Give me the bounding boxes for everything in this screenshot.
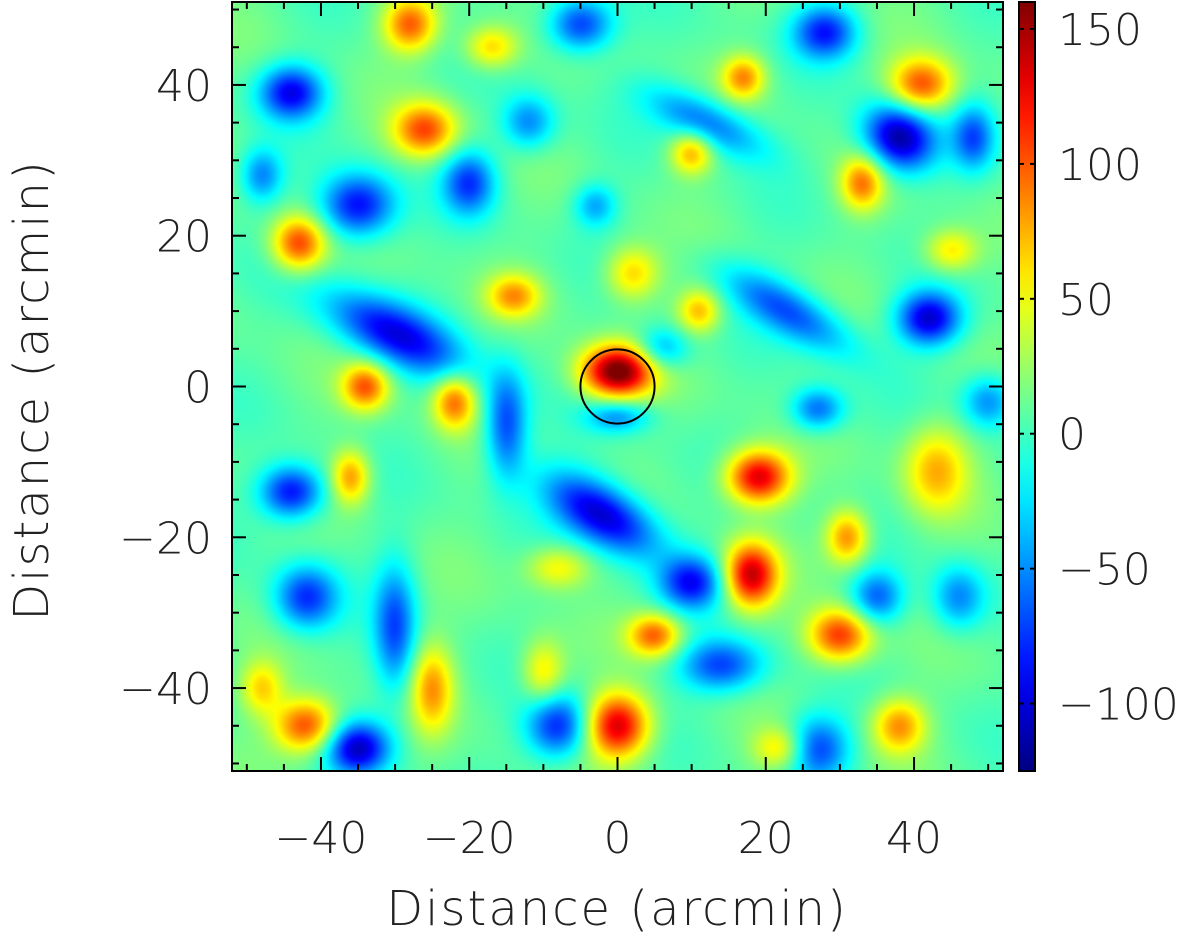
- x-axis: −40 −20 0 20 40: [245, 2, 990, 864]
- colorbar-tick-label: 50: [1058, 275, 1114, 326]
- heatmap-image: [232, 2, 1003, 771]
- y-tick-label: −20: [119, 513, 212, 564]
- colorbar-tick-label: 150: [1058, 5, 1142, 56]
- x-tick-label: 40: [886, 813, 942, 864]
- y-tick-label: −40: [119, 664, 212, 715]
- heatmap-plot-area: [231, 1, 1004, 772]
- colorbar-ticks: 150 100 50 0 −50 −100: [1019, 5, 1179, 731]
- y-axis: 40 20 0 −20 −40: [119, 8, 1003, 765]
- colorbar-tick-label: −100: [1058, 680, 1179, 731]
- x-tick-label: 0: [604, 813, 632, 864]
- colorbar-tick-label: −50: [1058, 545, 1151, 596]
- x-axis-title: Distance (arcmin): [386, 881, 848, 937]
- y-tick-label: 0: [184, 363, 212, 414]
- y-tick-label: 40: [156, 61, 212, 112]
- colorbar-tick-label: 0: [1058, 410, 1086, 461]
- source-circle: [579, 348, 656, 425]
- colorbar: 150 100 50 0 −50 −100: [1018, 1, 1179, 772]
- colorbar-gradient: [1018, 1, 1036, 772]
- x-tick-label: −40: [275, 813, 368, 864]
- x-tick-label: 20: [738, 813, 794, 864]
- x-tick-label: −20: [423, 813, 516, 864]
- y-axis-title: Distance (arcmin): [4, 159, 60, 621]
- y-tick-label: 20: [156, 212, 212, 263]
- colorbar-tick-label: 100: [1058, 140, 1142, 191]
